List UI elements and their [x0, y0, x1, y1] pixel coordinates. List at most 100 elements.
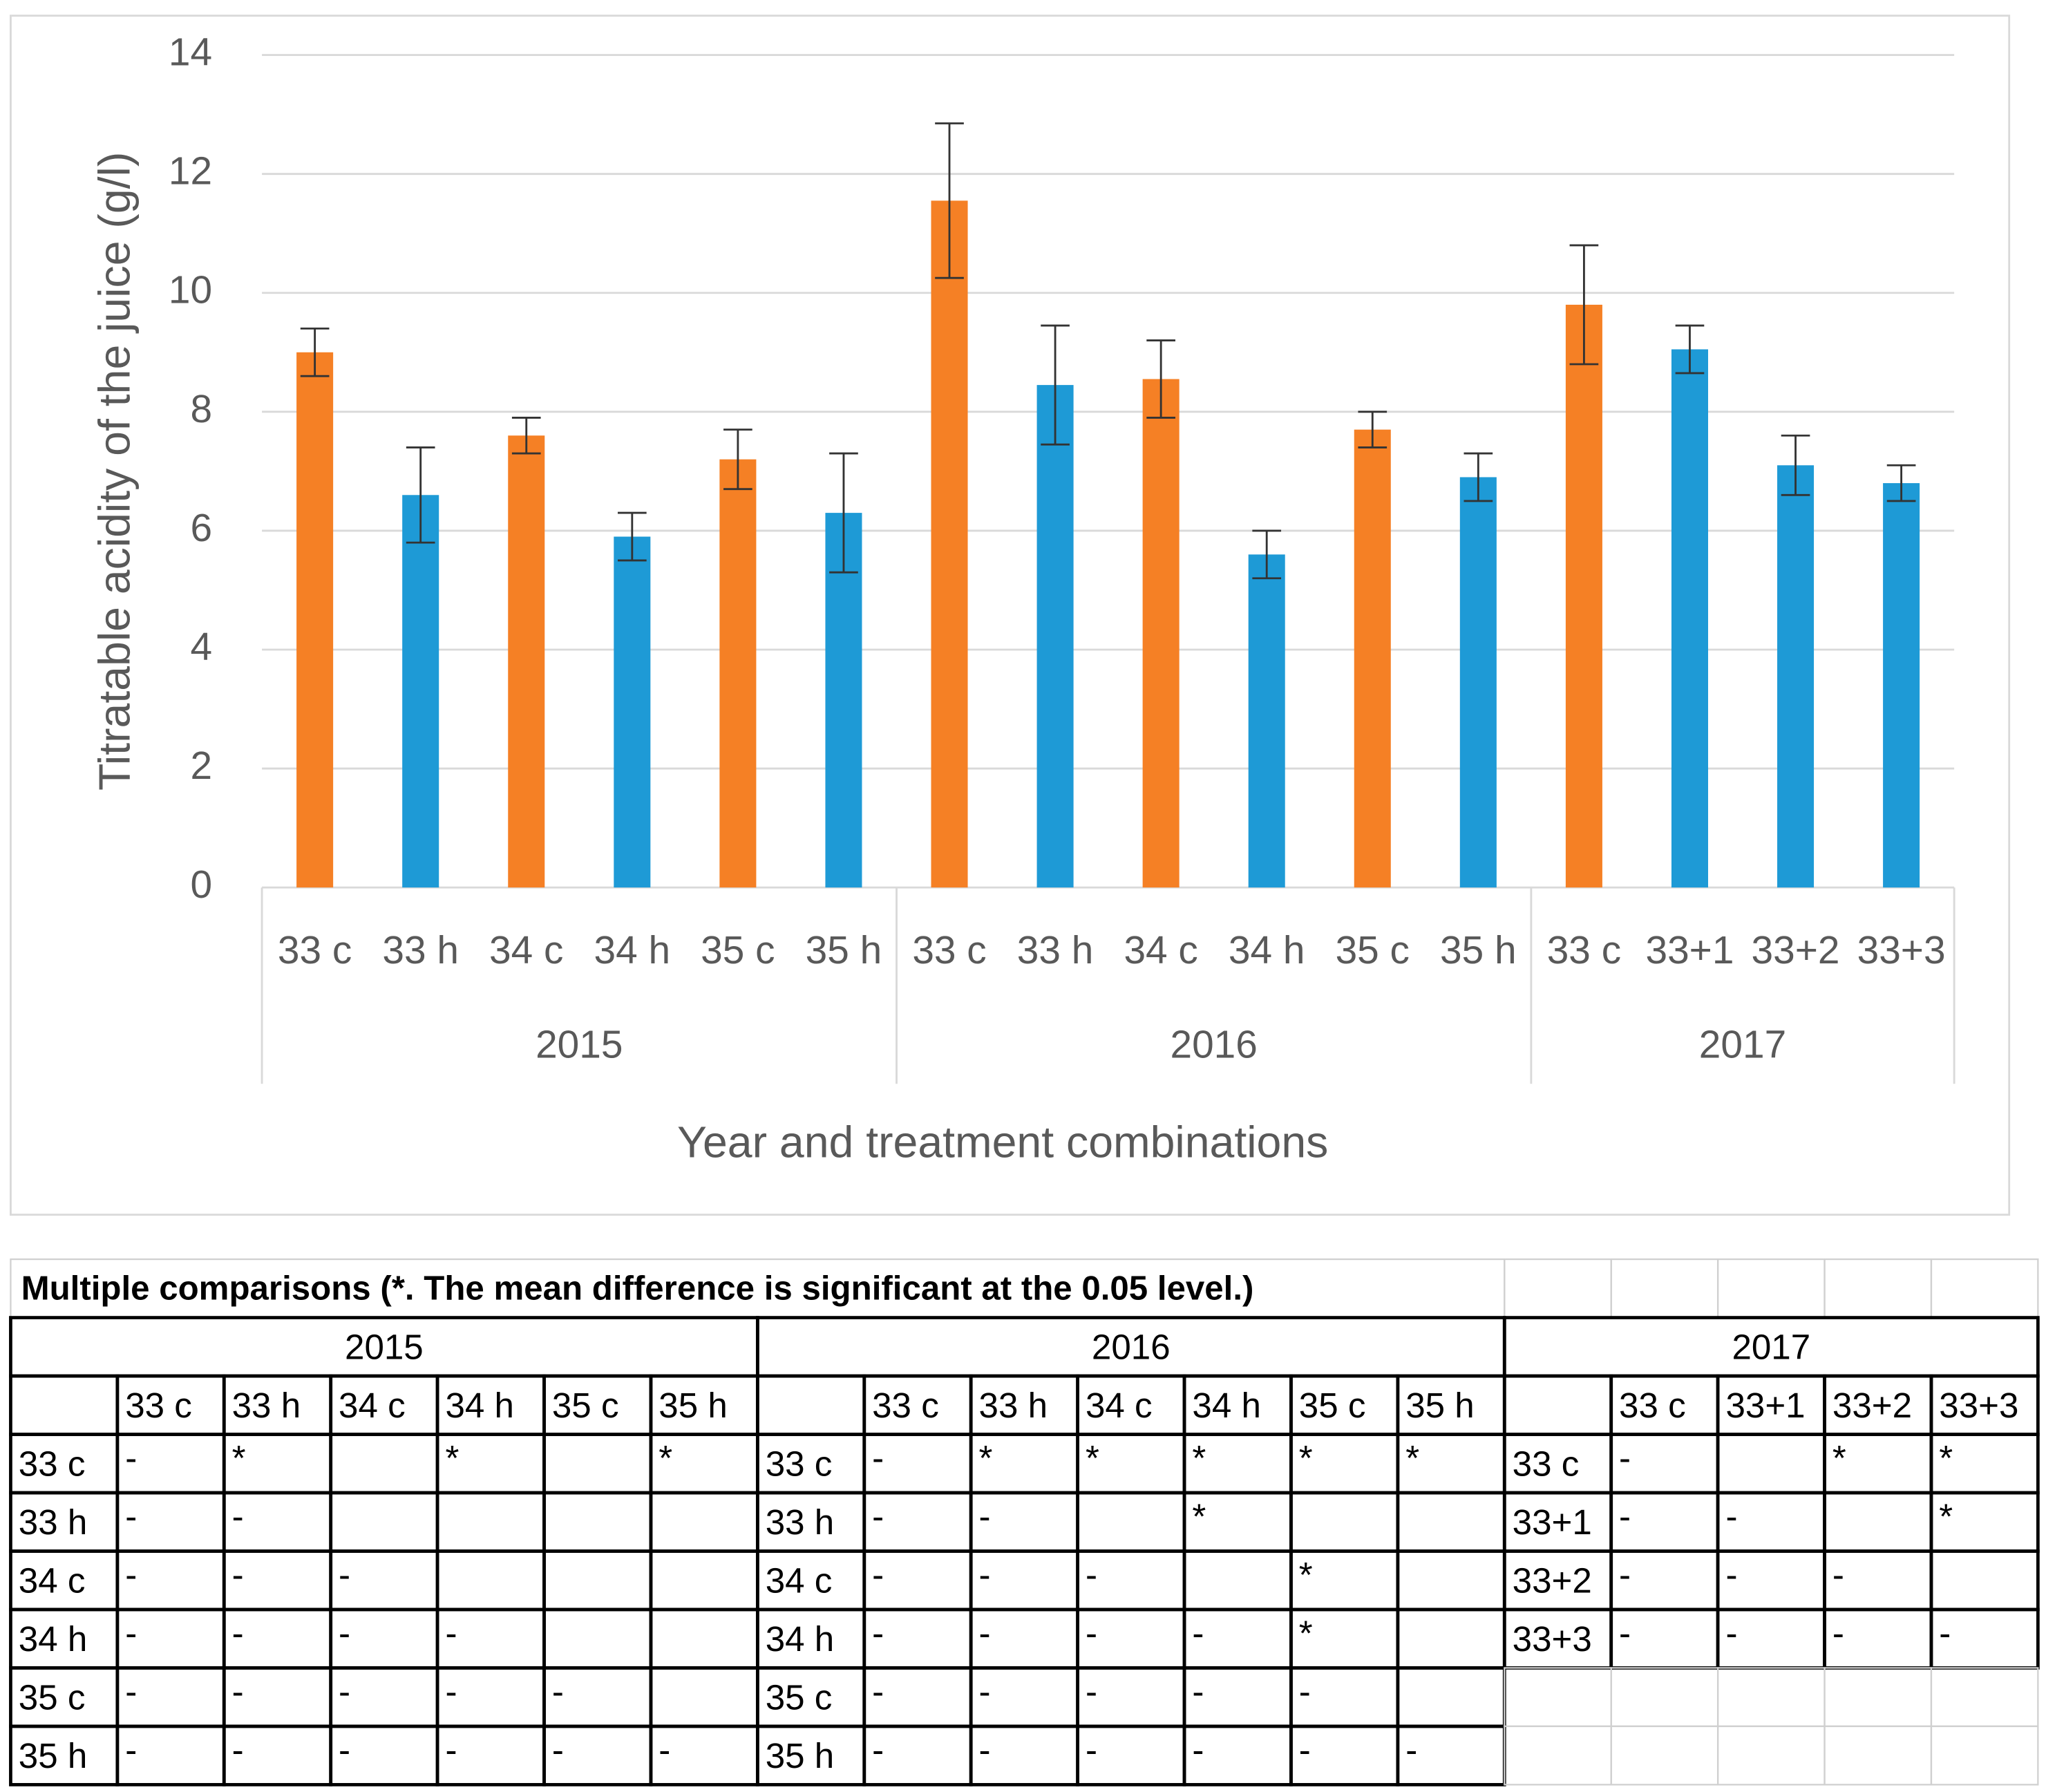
x-tick-label: 35 h: [806, 929, 882, 972]
table-text: 35 c: [19, 1677, 86, 1717]
bar: [508, 435, 545, 888]
table-text: 33 c: [19, 1444, 86, 1484]
table-cell: [1504, 1258, 1612, 1319]
error-bar: [1464, 452, 1493, 502]
error-bar: [1041, 324, 1070, 446]
table-text: -: [1192, 1613, 1204, 1652]
error-bar: [829, 452, 858, 574]
x-tick-label: 33+1: [1645, 929, 1734, 972]
x-tick-label: 35 c: [701, 929, 775, 972]
table-cell: [1610, 1667, 1719, 1728]
table-text: -: [979, 1555, 991, 1594]
error-bar: [1886, 464, 1916, 502]
table-text: -: [1725, 1497, 1737, 1536]
table-text: 34 c: [1086, 1386, 1153, 1425]
table-text: -: [872, 1672, 884, 1711]
table-cell: [1182, 1549, 1293, 1612]
table-text: 33 c: [1619, 1386, 1686, 1425]
table-cell: [1504, 1667, 1612, 1728]
table-text: -: [552, 1730, 564, 1769]
table-text: -: [339, 1730, 350, 1769]
table-cell: [329, 1491, 439, 1553]
error-bar: [723, 428, 752, 491]
table-text: -: [872, 1613, 884, 1652]
table-text: -: [1619, 1555, 1631, 1594]
table-cell: [1396, 1666, 1506, 1728]
table-text: 34 c: [766, 1560, 833, 1600]
table-text: -: [1725, 1555, 1737, 1594]
table-cell: [649, 1666, 759, 1728]
table-title: Multiple comparisons (*. The mean differ…: [21, 1270, 1254, 1308]
table-cell: [1824, 1725, 1933, 1786]
table-cell: [1716, 1725, 1826, 1786]
table-text: -: [232, 1555, 244, 1594]
table-cell: [542, 1607, 653, 1670]
bar: [719, 459, 757, 888]
bar: [1777, 465, 1815, 888]
table-text: -: [125, 1730, 137, 1769]
group-label: 2016: [1170, 1023, 1257, 1066]
table-cell: [1824, 1258, 1933, 1319]
y-tick-label: 12: [169, 150, 212, 194]
x-tick-label: 33 c: [278, 929, 352, 972]
table-text: -: [1405, 1730, 1417, 1769]
bar: [1565, 304, 1602, 888]
error-bar: [406, 446, 435, 544]
table-text: -: [552, 1672, 564, 1711]
x-tick-label: 33 c: [912, 929, 986, 972]
table-text: -: [1832, 1555, 1844, 1594]
table-text: 35 h: [1405, 1386, 1475, 1425]
table-cell: [755, 1374, 866, 1436]
table-cell: [1716, 1258, 1826, 1319]
y-tick-label: 8: [191, 388, 213, 431]
table-text: -: [232, 1672, 244, 1711]
error-bar: [1358, 411, 1387, 449]
x-tick-label: 34 c: [489, 929, 563, 972]
error-bar: [1675, 324, 1705, 375]
table-text: *: [1299, 1438, 1313, 1478]
table-cell: [649, 1607, 759, 1670]
bar: [825, 513, 862, 888]
table-cell: [542, 1491, 653, 1553]
table-text: 35 h: [659, 1386, 728, 1425]
table-text: *: [659, 1438, 672, 1478]
table-cell: [1396, 1549, 1506, 1612]
group-label: 2017: [1699, 1023, 1786, 1066]
table-text: -: [232, 1730, 244, 1769]
table-text: -: [1086, 1730, 1097, 1769]
error-bar: [1146, 339, 1175, 419]
table-year: 2015: [345, 1328, 424, 1367]
table-text: -: [979, 1613, 991, 1652]
table-text: 34 h: [1192, 1386, 1261, 1425]
table-cell: [649, 1549, 759, 1612]
bar: [1142, 379, 1180, 888]
table-text: 33 h: [766, 1502, 835, 1542]
table-cell: [1396, 1491, 1506, 1553]
table-cell: [435, 1549, 546, 1612]
table-text: -: [872, 1555, 884, 1594]
table-text: -: [979, 1497, 991, 1536]
table-text: -: [1086, 1613, 1097, 1652]
table-text: -: [1192, 1672, 1204, 1711]
table-text: 34 c: [19, 1560, 86, 1600]
table-text: *: [1405, 1438, 1419, 1478]
table-text: 33 h: [232, 1386, 301, 1425]
table-text: 33 h: [979, 1386, 1048, 1425]
table-text: 33+3: [1939, 1386, 2018, 1425]
error-bar: [1781, 434, 1810, 496]
bar: [1036, 385, 1074, 888]
table-text: *: [1832, 1438, 1846, 1478]
table-text: 33+1: [1513, 1502, 1592, 1542]
table-text: -: [1299, 1730, 1311, 1769]
table-text: *: [1299, 1555, 1313, 1594]
table-text: 33+2: [1832, 1386, 1912, 1425]
table-text: *: [1086, 1438, 1099, 1478]
table-text: 34 h: [445, 1386, 514, 1425]
table-cell: [542, 1433, 653, 1495]
bar: [1671, 349, 1708, 888]
y-tick-label: 14: [169, 31, 212, 75]
table-cell: [1504, 1725, 1612, 1786]
table-text: 33 c: [872, 1386, 939, 1425]
